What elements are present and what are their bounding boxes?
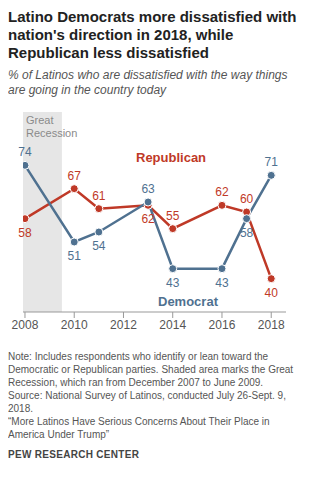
svg-text:63: 63 [141,182,155,196]
svg-text:61: 61 [92,189,106,203]
svg-text:40: 40 [265,286,279,300]
svg-text:67: 67 [68,169,82,183]
svg-text:43: 43 [166,276,180,290]
html-text:PEW RESEARCH CENTER: PEW RESEARCH CENTER [8,449,140,460]
html-text:Democrat: Democrat [158,294,218,309]
svg-text:54: 54 [92,239,106,253]
html-text:Republican: Republican [136,150,207,165]
svg-text:60: 60 [240,192,254,206]
html-text:“More Latinos Have Serious Con: “More Latinos Have Serious Concerns Abou… [8,416,270,440]
svg-text:58: 58 [240,226,254,240]
svg-text:71: 71 [265,155,279,169]
html-text:Note: Includes respondents who: Note: Includes respondents who identify … [8,351,294,388]
svg-text:2018: 2018 [258,318,285,332]
html-text:Latino Democrats more dissatis: Latino Democrats more dissatisfied with … [8,8,297,61]
svg-text:2012: 2012 [110,318,137,332]
svg-text:51: 51 [68,249,82,263]
html-text:% of Latinos who are dissatisf: % of Latinos who are dissatisfied with t… [8,68,288,97]
html-text:Source: National Survey of Lat: Source: National Survey of Latinos, cond… [8,390,286,414]
svg-text:2016: 2016 [209,318,236,332]
svg-text:GreatRecession: GreatRecession [26,114,77,139]
svg-text:74: 74 [18,145,32,159]
svg-text:62: 62 [215,185,229,199]
svg-text:55: 55 [166,209,180,223]
svg-text:2010: 2010 [61,318,88,332]
svg-text:43: 43 [215,276,229,290]
svg-text:58: 58 [18,226,32,240]
svg-text:2014: 2014 [159,318,186,332]
svg-text:62: 62 [141,212,155,226]
svg-text:2008: 2008 [12,318,39,332]
